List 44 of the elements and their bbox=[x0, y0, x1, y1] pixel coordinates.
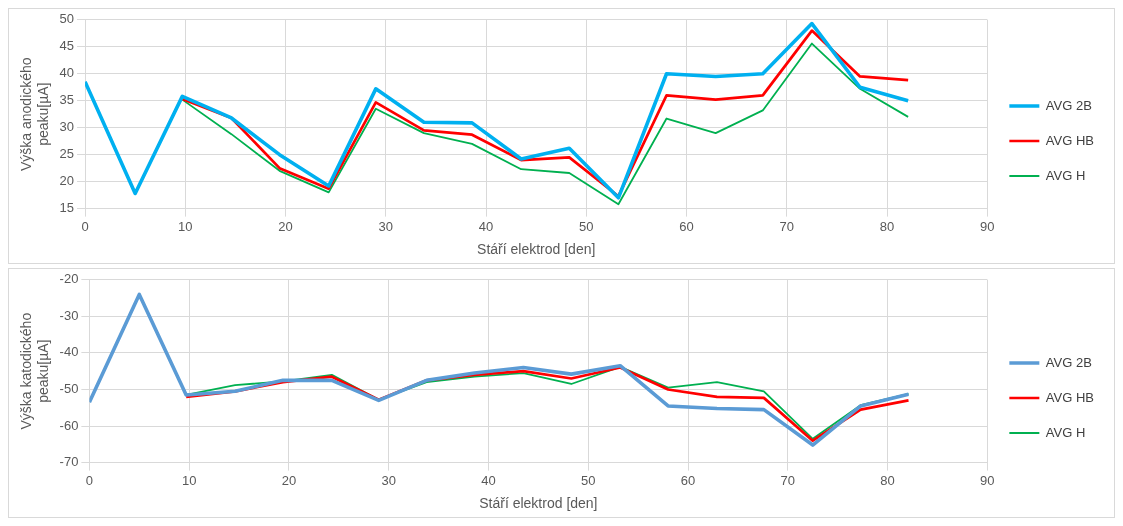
x-tick-label: 20 bbox=[278, 218, 293, 234]
y-tick-label: -40 bbox=[59, 344, 79, 360]
y-tick-label: -30 bbox=[59, 307, 79, 323]
y-axis-title: Výška katodického peaku[µA] bbox=[18, 312, 52, 430]
x-tick-label: 20 bbox=[281, 472, 297, 488]
x-tick-label: 40 bbox=[478, 218, 494, 234]
x-tick-label: 0 bbox=[85, 472, 94, 488]
y-tick-label: -20 bbox=[59, 271, 79, 287]
y-tick-label: -60 bbox=[59, 417, 79, 433]
legend-label: AVG H bbox=[1045, 167, 1086, 183]
y-tick-label: 45 bbox=[59, 38, 75, 54]
x-tick-label: 30 bbox=[378, 218, 394, 234]
x-tick-label: 50 bbox=[579, 218, 594, 234]
x-axis-title: Stáří elektrod [den] bbox=[477, 241, 596, 258]
x-tick-label: 60 bbox=[679, 218, 694, 234]
y-tick-label: 50 bbox=[59, 11, 75, 27]
legend-label: AVG H bbox=[1045, 424, 1086, 440]
x-tick-label: 90 bbox=[980, 218, 995, 234]
x-tick-label: 0 bbox=[81, 218, 89, 234]
legend-label: AVG HB bbox=[1045, 389, 1095, 405]
x-tick-label: 40 bbox=[481, 472, 496, 488]
y-tick-label: 30 bbox=[59, 119, 75, 135]
y-tick-label: 35 bbox=[59, 92, 75, 108]
y-tick-label: -50 bbox=[59, 381, 79, 397]
x-tick-label: 30 bbox=[381, 472, 396, 488]
legend-label: AVG HB bbox=[1045, 132, 1095, 148]
x-tick-label: 10 bbox=[178, 218, 193, 234]
y-axis-title: Výška anodického peaku[µA] bbox=[18, 57, 52, 172]
x-tick-label: 50 bbox=[581, 472, 596, 488]
x-tick-label: 10 bbox=[181, 472, 197, 488]
y-tick-label: 20 bbox=[59, 173, 75, 189]
x-axis-title: Stáří elektrod [den] bbox=[479, 495, 598, 512]
y-tick-label: 40 bbox=[59, 65, 75, 81]
x-tick-label: 60 bbox=[680, 472, 696, 488]
x-tick-label: 80 bbox=[880, 472, 895, 488]
x-tick-label: 70 bbox=[780, 472, 796, 488]
legend-label: AVG 2B bbox=[1045, 354, 1092, 370]
x-tick-label: 70 bbox=[779, 218, 795, 234]
x-tick-label: 90 bbox=[980, 472, 995, 488]
y-tick-label: 15 bbox=[59, 200, 75, 216]
y-tick-label: -70 bbox=[59, 454, 79, 470]
x-tick-label: 80 bbox=[879, 218, 895, 234]
y-tick-label: 25 bbox=[59, 146, 75, 162]
legend-label: AVG 2B bbox=[1045, 97, 1092, 113]
